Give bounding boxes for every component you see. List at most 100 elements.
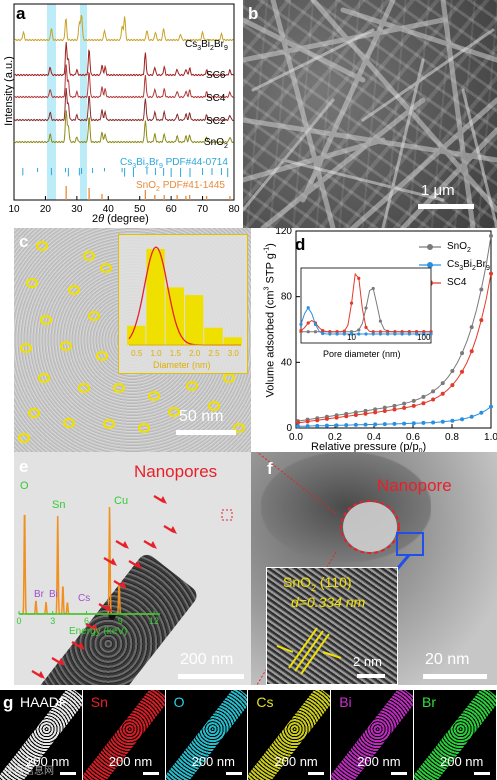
edx-label-o: O xyxy=(20,480,29,492)
inset-scale-label: 2 nm xyxy=(353,654,382,669)
pore-arrow-head xyxy=(160,496,167,504)
trace-label-sno2: SnO2 xyxy=(204,137,228,150)
scale-bar-label: 20 nm xyxy=(425,651,470,668)
isotherm-point xyxy=(363,422,368,427)
isotherm-point xyxy=(373,407,378,412)
scale-bar xyxy=(176,430,236,435)
isotherm-point xyxy=(392,407,397,412)
xrd-highlight-2 xyxy=(80,4,87,200)
x-tick-label: 70 xyxy=(197,204,209,215)
isotherm-point xyxy=(440,381,445,386)
lattice-plane-label: SnO2 (110) xyxy=(283,574,352,593)
trace-label-sc2: SC2 xyxy=(206,116,226,127)
scale-bar xyxy=(178,674,244,679)
pore-ring xyxy=(17,432,31,444)
pore-arrow-head xyxy=(120,581,127,589)
pore-dist-point xyxy=(349,332,354,336)
map-element-label: Bi xyxy=(339,694,352,710)
pore-dist-point xyxy=(422,332,426,336)
panel-label: f xyxy=(267,459,273,478)
pore-dist-point xyxy=(306,306,310,310)
pore-arrow-head xyxy=(170,526,177,534)
isotherm-point xyxy=(373,410,378,415)
isotherm-point xyxy=(344,414,349,419)
scale-bar-label: 50 nm xyxy=(179,408,224,425)
map-scale-bar xyxy=(391,772,408,775)
inset-xlabel: Pore diameter (nm) xyxy=(323,349,401,359)
map-element-label: Cs xyxy=(256,694,274,710)
panel-label: c xyxy=(19,232,29,251)
y-tick-label: 0 xyxy=(286,423,292,434)
pore-dist-point xyxy=(414,332,419,336)
x-tick-label: 60 xyxy=(166,204,178,215)
bet-frame xyxy=(295,230,492,429)
pore-dist-point xyxy=(400,330,404,334)
pore-dist-point xyxy=(364,306,368,310)
legend-sno2: SnO2 xyxy=(447,241,471,254)
pore-dist-point xyxy=(342,329,346,333)
pore-dist-point xyxy=(357,328,361,332)
panel-title: Nanopore xyxy=(377,476,452,495)
edx-map-o: O 200 nm xyxy=(165,690,248,780)
pore-dist-point xyxy=(429,330,433,334)
isotherm-point xyxy=(382,409,387,414)
map-scale-label: 200 nm xyxy=(26,754,70,769)
isotherm-point xyxy=(353,422,358,427)
inset-tick-label: 10 xyxy=(347,333,356,342)
inset-tick-label: 2.5 xyxy=(208,349,220,358)
y-tick-label: 120 xyxy=(275,228,292,237)
inset-tick-label: 3.0 xyxy=(228,349,240,358)
pore-dist-point xyxy=(378,330,383,334)
trace-label-sc6: SC6 xyxy=(206,70,226,81)
edx-map-haadf: HAADF 200 nm xyxy=(0,690,82,780)
map-scale-bar xyxy=(308,772,325,775)
isotherm-point xyxy=(305,424,310,429)
pore-ring xyxy=(62,417,76,429)
pore-dist-point xyxy=(400,332,404,336)
isotherm-point xyxy=(440,419,445,424)
pore-ring xyxy=(232,422,246,434)
isotherm-point xyxy=(489,404,493,409)
scale-bar-label: 200 nm xyxy=(180,651,234,668)
scale-bar-label: 1 μm xyxy=(421,182,455,199)
scale-bar xyxy=(423,674,487,679)
trace-label-sc4: SC4 xyxy=(206,93,226,104)
panel-g-edx-maps: HAADF 200 nm Sn 200 nm O 200 nm Cs 200 nm Bi 200 … xyxy=(0,690,497,780)
isotherm-point xyxy=(334,415,339,420)
pore-arrow-head xyxy=(58,658,65,666)
pore-dist-point xyxy=(364,325,368,329)
isotherm-point xyxy=(363,411,368,416)
pore-arrow-head xyxy=(38,671,45,679)
isotherm-point xyxy=(353,413,358,418)
pore-arrows xyxy=(31,495,233,679)
xrd-trace xyxy=(13,88,234,122)
pore-dist-point xyxy=(414,330,419,334)
pore-dist-point xyxy=(349,301,354,305)
map-scale-bar xyxy=(225,772,242,775)
xrd-trace xyxy=(13,110,234,144)
pore-arrow-head xyxy=(110,558,117,566)
edx-tick-label: 6 xyxy=(84,616,89,626)
isotherm-point xyxy=(295,420,300,425)
pore-dist-point xyxy=(299,328,303,333)
isotherm-point xyxy=(382,422,387,427)
isotherm-point xyxy=(440,391,445,396)
pore-size-histogram: 0.5 1.0 1.5 2.0 2.5 3.0 xyxy=(127,246,242,358)
x-tick-label: 30 xyxy=(71,204,83,215)
panel-a-xrd: a 10 20 30 40 50 60 70 80 Intensity (a.u.) Cs3B… xyxy=(0,0,243,228)
inset-tick-label: 100 xyxy=(417,333,431,342)
legend-marker xyxy=(427,244,433,250)
isotherm-point xyxy=(460,369,465,374)
pore-ring xyxy=(147,390,161,402)
ref-label-cs3bi2br9: Cs3Bi2Br9 PDF#44-0714 xyxy=(120,157,228,170)
pore-dist-point xyxy=(328,330,332,334)
bet-xlabel: Relative pressure (p/p0) xyxy=(311,441,427,455)
map-element-label: O xyxy=(173,694,185,710)
isotherm-point xyxy=(392,421,397,426)
map-scale-bar xyxy=(60,772,76,775)
panel-d-bet: 0 40 80 120 0.0 0.2 0.4 0.6 0.8 1.0 10 100 d Volume… xyxy=(251,228,497,460)
pore-dist-point xyxy=(349,330,354,334)
hist-bar xyxy=(185,295,204,345)
isotherm-point xyxy=(421,420,426,425)
isotherm-point xyxy=(421,401,426,406)
